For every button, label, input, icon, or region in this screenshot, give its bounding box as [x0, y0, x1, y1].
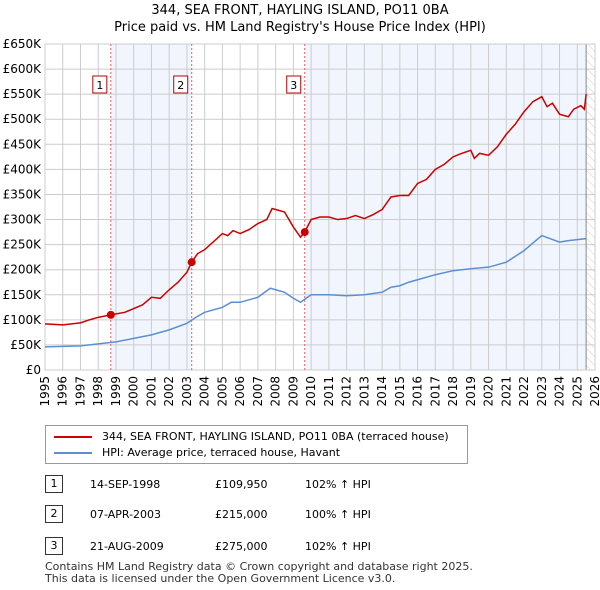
sale-row: 3 21-AUG-2009 £275,000 102% ↑ HPI: [0, 537, 600, 557]
sale-label: 2: [177, 79, 184, 92]
legend: 344, SEA FRONT, HAYLING ISLAND, PO11 0BA…: [45, 425, 468, 464]
sale-label: 1: [96, 79, 103, 92]
sale-hpi: 100% ↑ HPI: [305, 508, 371, 521]
x-tick-label: 2008: [269, 376, 283, 407]
x-tick-label: 2011: [322, 376, 336, 407]
x-tick-label: 2009: [286, 376, 300, 407]
sale-row: 2 07-APR-2003 £215,000 100% ↑ HPI: [0, 505, 600, 525]
sale-label-box: [173, 75, 189, 94]
sale-price: £275,000: [215, 540, 268, 553]
sale-label-box: [92, 75, 108, 94]
future-hatch: [586, 44, 595, 370]
x-tick-label: 2026: [588, 376, 600, 407]
x-tick-label: 2016: [411, 376, 425, 407]
sale-number: 1: [45, 475, 63, 493]
y-tick-label: £200K: [3, 263, 43, 277]
price-chart: £0 £50K £100K £150K £200K £250K £300K £350K £400…: [3, 37, 600, 407]
x-tick-label: 2024: [553, 376, 567, 407]
legend-item-price: 344, SEA FRONT, HAYLING ISLAND, PO11 0BA…: [54, 430, 449, 443]
footer-licence: This data is licensed under the Open Gov…: [45, 572, 396, 585]
x-tick-label: 2013: [357, 376, 371, 407]
x-tick-label: 2023: [535, 376, 549, 407]
x-tick-label: 1999: [109, 376, 123, 407]
y-tick-label: £0: [26, 363, 41, 377]
series-line: [44, 94, 587, 326]
y-tick-label: £500K: [3, 112, 43, 126]
y-tick-label: £600K: [3, 62, 43, 76]
sale-date: 21-AUG-2009: [90, 540, 164, 553]
y-tick-label: £300K: [3, 213, 43, 227]
y-tick-label: £450K: [3, 137, 43, 151]
x-tick-label: 1996: [56, 376, 70, 407]
x-tick-label: 2025: [570, 376, 584, 407]
sale-hpi: 102% ↑ HPI: [305, 478, 371, 491]
footer-copyright: Contains HM Land Registry data © Crown c…: [45, 560, 473, 573]
sale-point: [300, 228, 309, 237]
x-tick-label: 2015: [393, 376, 407, 407]
x-tick-label: 2006: [233, 376, 247, 407]
sale-date: 07-APR-2003: [90, 508, 162, 521]
y-tick-label: £350K: [3, 187, 43, 201]
x-tick-label: 2017: [428, 376, 442, 407]
x-tick-label: 2022: [517, 376, 531, 407]
sale-number: 3: [45, 537, 63, 555]
chart-title: 344, SEA FRONT, HAYLING ISLAND, PO11 0BA: [151, 3, 449, 18]
sale-label-box: [286, 75, 302, 94]
sale-number: 2: [45, 505, 63, 523]
x-tick-label: 2000: [127, 376, 141, 407]
plot-border: [44, 43, 596, 371]
sale-point: [106, 310, 115, 319]
sale-label: 3: [290, 79, 297, 92]
x-tick-label: 2021: [499, 376, 513, 407]
chart-subtitle: Price paid vs. HM Land Registry's House …: [114, 20, 486, 35]
x-tick-label: 2004: [198, 376, 212, 407]
legend-label: 344, SEA FRONT, HAYLING ISLAND, PO11 0BA…: [102, 430, 449, 443]
y-tick-label: £650K: [3, 37, 43, 51]
sale-date: 14-SEP-1998: [90, 478, 161, 491]
x-tick-label: 2020: [482, 376, 496, 407]
x-tick-label: 2001: [144, 376, 158, 407]
y-tick-label: £550K: [3, 87, 43, 101]
x-tick-label: 2005: [215, 376, 229, 407]
x-tick-label: 2010: [304, 376, 318, 407]
sale-row: 1 14-SEP-1998 £109,950 102% ↑ HPI: [0, 475, 600, 495]
x-tick-label: 2007: [251, 376, 265, 407]
y-tick-label: £50K: [10, 338, 42, 352]
sale-price: £215,000: [215, 508, 268, 521]
series-line: [44, 234, 587, 348]
y-tick-label: £400K: [3, 162, 43, 176]
x-tick-label: 1998: [91, 376, 105, 407]
y-tick-label: £100K: [3, 313, 43, 327]
legend-label: HPI: Average price, terraced house, Hava…: [102, 446, 341, 459]
sale-point: [187, 258, 196, 267]
x-tick-label: 2018: [446, 376, 460, 407]
x-tick-label: 2014: [375, 376, 389, 407]
sale-hpi: 102% ↑ HPI: [305, 540, 371, 553]
x-tick-label: 1997: [73, 376, 87, 407]
x-tick-label: 2019: [464, 376, 478, 407]
y-tick-label: £250K: [3, 238, 43, 252]
legend-item-hpi: HPI: Average price, terraced house, Hava…: [54, 446, 340, 459]
x-tick-label: 2012: [340, 376, 354, 407]
sale-price: £109,950: [215, 478, 268, 491]
x-tick-label: 1995: [38, 376, 52, 407]
x-tick-label: 2002: [162, 376, 176, 407]
y-tick-label: £150K: [3, 288, 43, 302]
x-tick-label: 2003: [180, 376, 194, 407]
